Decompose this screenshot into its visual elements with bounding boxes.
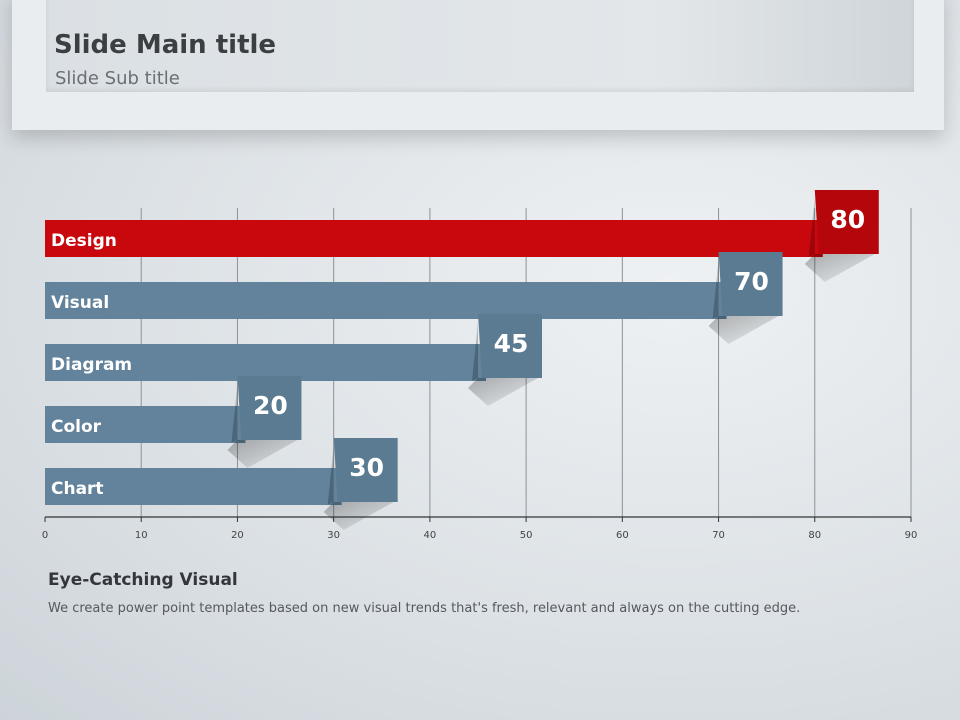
- tag-fold: [327, 446, 334, 505]
- data-label: 45: [494, 329, 529, 358]
- bar: [45, 468, 342, 505]
- title-panel: [46, 0, 914, 92]
- caption-text: We create power point templates based on…: [48, 601, 801, 616]
- bar: [45, 282, 727, 319]
- page-title: Slide Main title: [54, 30, 277, 60]
- tag-shadow: [227, 440, 298, 468]
- bar-chart: 80Design70Visual45Diagram20Color30Chart …: [42, 190, 918, 541]
- x-tick-label: 20: [231, 530, 244, 541]
- tag-fold: [712, 260, 719, 319]
- data-label: 70: [734, 267, 769, 296]
- value-tag: [333, 438, 398, 502]
- tag-fold: [472, 322, 478, 381]
- value-tag: [237, 376, 302, 440]
- page-subtitle: Slide Sub title: [55, 68, 180, 89]
- category-label: Diagram: [51, 355, 132, 375]
- category-label: Visual: [51, 293, 109, 313]
- caption-title: Eye-Catching Visual: [48, 570, 238, 590]
- title-frame: [12, 0, 944, 130]
- x-tick-label: 80: [808, 530, 821, 541]
- tag-shadow: [323, 502, 394, 530]
- tag-shadow: [804, 254, 875, 282]
- value-tag: [718, 252, 783, 316]
- category-label: Color: [51, 417, 102, 437]
- bar: [45, 220, 823, 257]
- x-tick-label: 70: [712, 530, 725, 541]
- bar-group: 30 Chart: [45, 438, 398, 530]
- x-tick-label: 10: [135, 530, 148, 541]
- value-tag: [478, 314, 542, 378]
- tag-fold: [231, 384, 238, 443]
- category-label: Design: [51, 231, 117, 251]
- bar-group: 45 Diagram: [45, 314, 542, 406]
- category-label: Chart: [51, 479, 104, 499]
- bar-group: 20 Color: [45, 376, 302, 468]
- x-axis: 0 10 20 30 40 50 60 70 80 90: [42, 516, 918, 541]
- bar-group: 80 Design: [45, 190, 879, 282]
- x-tick-label: 90: [905, 530, 918, 541]
- bar-group: 70 Visual: [45, 252, 783, 344]
- data-label: 20: [253, 391, 288, 420]
- value-tag: [814, 190, 879, 254]
- data-label: 80: [830, 205, 865, 234]
- x-tick-label: 0: [42, 530, 48, 541]
- bar: [45, 344, 486, 381]
- x-tick-label: 30: [327, 530, 340, 541]
- tag-fold: [808, 198, 815, 257]
- bars: 80 Design 70 Visual 45 Diagram 20 Color 30 Chart: [45, 190, 879, 530]
- x-tick-label: 40: [424, 530, 437, 541]
- x-tick-label: 50: [520, 530, 533, 541]
- tag-shadow: [468, 378, 538, 406]
- tag-shadow: [708, 316, 779, 344]
- bar: [45, 406, 246, 443]
- x-tick-label: 60: [616, 530, 629, 541]
- data-label: 30: [349, 453, 384, 482]
